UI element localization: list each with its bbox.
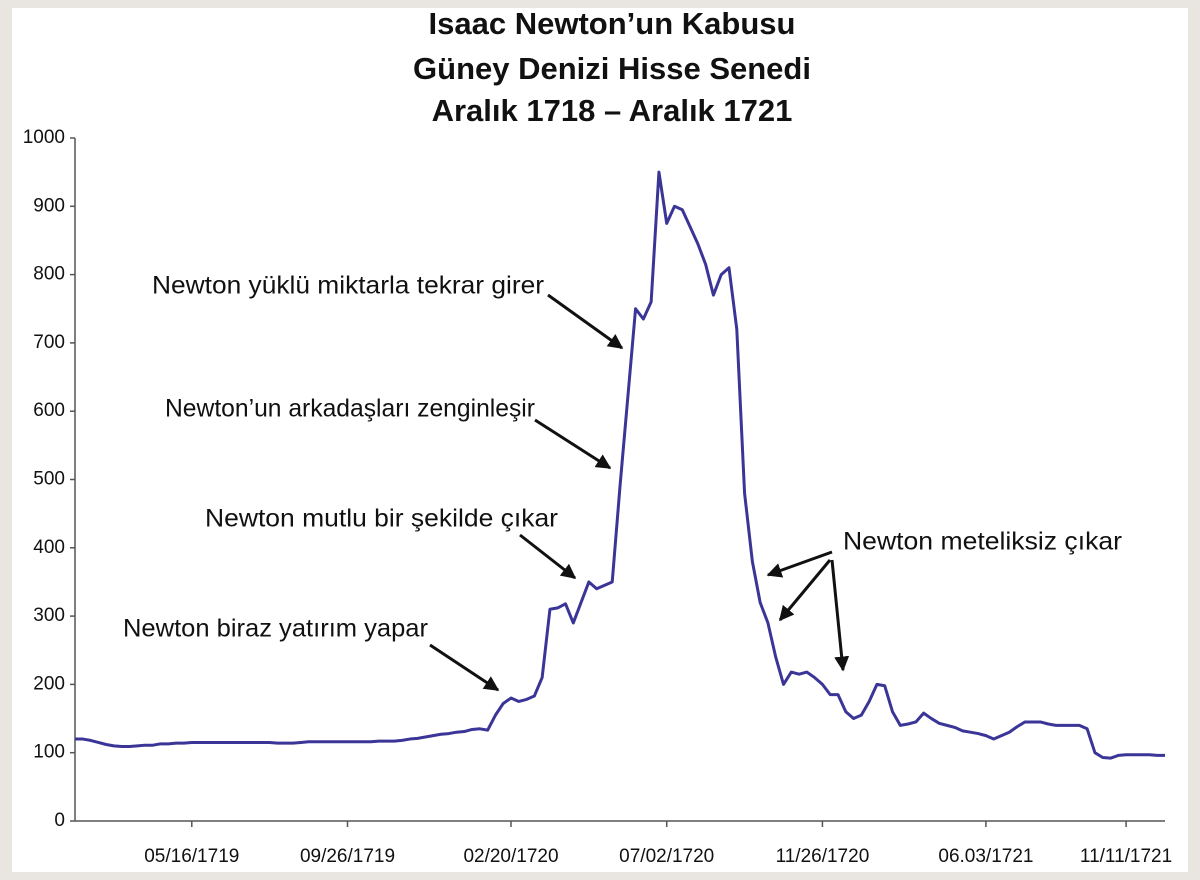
y-tick-label: 0 <box>54 810 65 831</box>
arrow <box>534 418 612 470</box>
y-tick-label: 800 <box>33 264 65 285</box>
y-tick-label: 1000 <box>23 127 65 148</box>
arrow <box>766 550 833 578</box>
arrow <box>429 643 500 692</box>
background <box>12 8 1188 872</box>
y-tick-label: 100 <box>33 742 65 763</box>
annotation: Newton’un arkadaşları zenginleşir <box>165 395 535 423</box>
y-tick-label: 900 <box>33 195 65 216</box>
y-tick-label: 600 <box>33 400 65 421</box>
x-tick-label: 06.03/1721 <box>938 846 1033 867</box>
chart-subtitle: Güney Denizi Hisse Senedi <box>413 51 811 86</box>
x-tick-label: 02/20/1720 <box>463 846 558 867</box>
y-tick-label: 400 <box>33 537 65 558</box>
chart-title: Isaac Newton’un Kabusu <box>429 6 796 41</box>
x-tick-label: 11/11/1721 <box>1080 846 1172 867</box>
y-tick-label: 500 <box>33 469 65 490</box>
arrow <box>519 533 577 580</box>
annotation: Newton meteliksiz çıkar <box>843 528 1122 556</box>
y-tick-label: 200 <box>33 673 65 694</box>
annotation-arrows <box>429 293 850 692</box>
x-tick-label: 07/02/1720 <box>619 846 714 867</box>
x-tick-label: 05/16/1719 <box>144 846 239 867</box>
chart-subtitle: Aralık 1718 – Aralık 1721 <box>432 93 793 128</box>
y-tick-label: 700 <box>33 332 65 353</box>
y-tick-label: 300 <box>33 605 65 626</box>
x-tick-label: 11/26/1720 <box>776 846 870 867</box>
arrow <box>830 559 850 672</box>
annotation: Newton mutlu bir şekilde çıkar <box>205 505 558 533</box>
annotation: Newton yüklü miktarla tekrar girer <box>152 272 544 300</box>
data-line <box>75 170 1165 760</box>
x-tick-label: 09/26/1719 <box>300 846 395 867</box>
arrow <box>547 293 624 350</box>
annotation: Newton biraz yatırım yapar <box>123 615 428 643</box>
arrow <box>778 559 832 622</box>
